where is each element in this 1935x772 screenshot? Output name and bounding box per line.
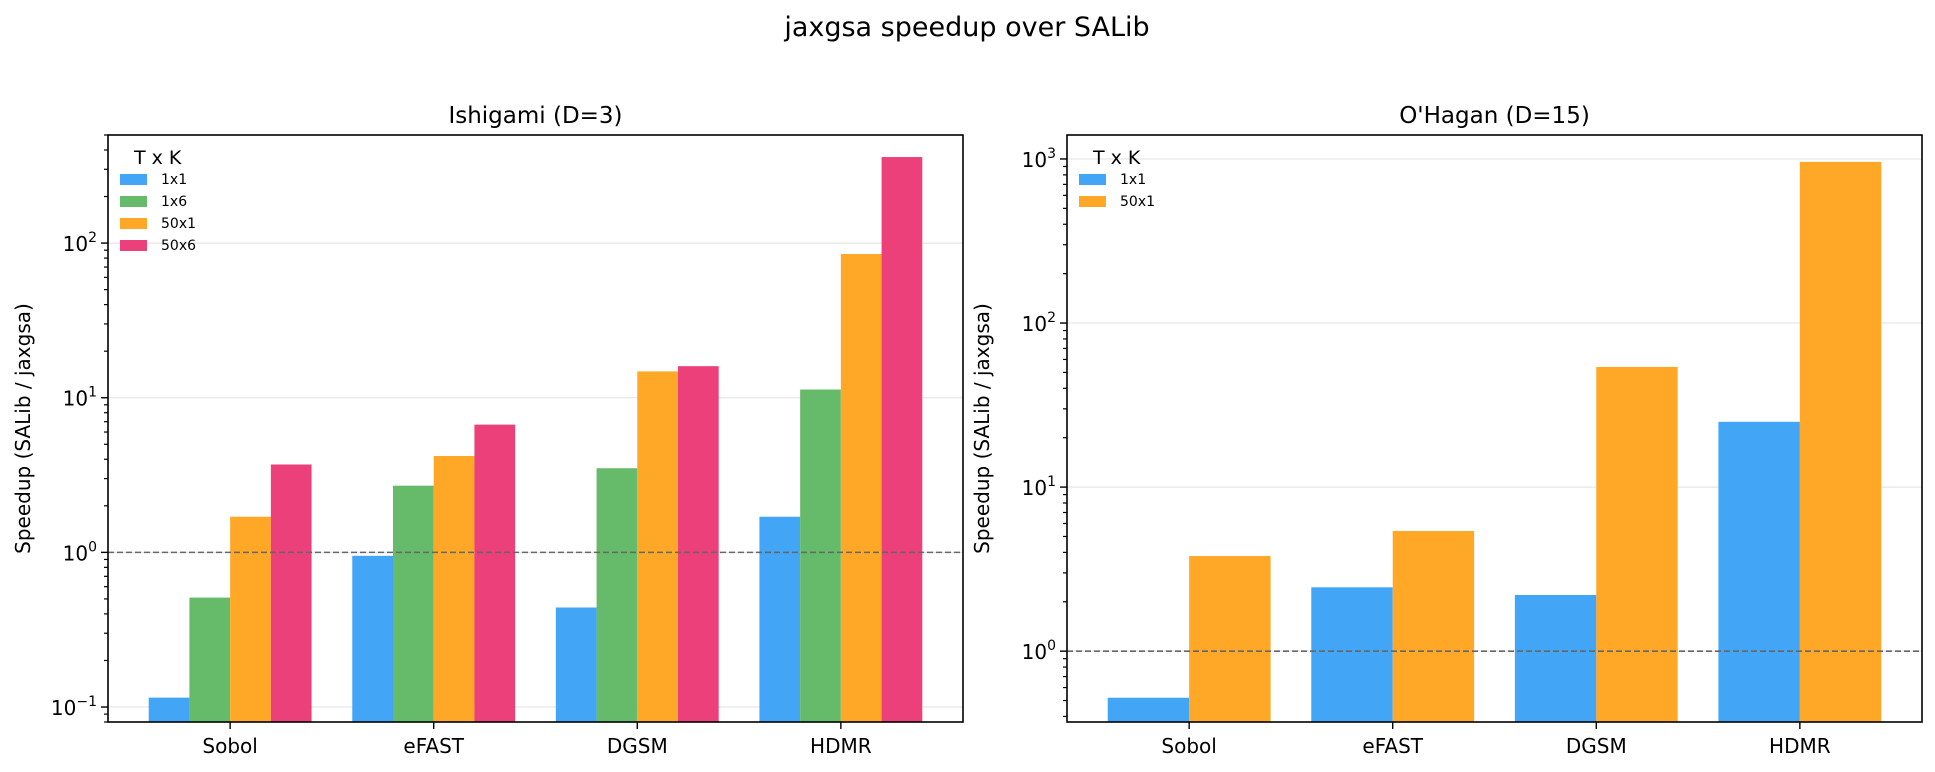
x-tick-label-hdmr: HDMR [1769,734,1831,758]
y-tick-label-base: 10 [63,232,88,256]
bar-dgsm-1x1 [555,607,597,722]
bar-efast-1x1 [1311,587,1393,722]
legend-label-50x1: 50x1 [1120,194,1155,210]
y-tick-label-exponent: 2 [1047,310,1056,326]
legend-swatch-1x6 [120,196,147,207]
y-tick-label-base: 10 [63,541,88,565]
y-tick-label-base: 10 [1022,640,1047,664]
legend-label-50x6: 50x6 [161,238,196,254]
y-axis-label: Speedup (SALib / jaxgsa) [11,303,35,554]
legend-swatch-50x6 [120,240,147,251]
legend-swatch-1x1 [120,174,147,185]
y-axis-label: Speedup (SALib / jaxgsa) [970,303,994,554]
y-tick-label-exponent: 1 [88,385,97,401]
y-tick-label: 101 [63,385,97,411]
bar-hdmr-1x1 [759,516,801,722]
bar-hdmr-50x1 [840,254,882,723]
y-tick-label-base: 10 [1022,476,1047,500]
legend: T x K 1x1 50x1 [1079,147,1155,210]
y-tick-label-base: 10 [1022,312,1047,336]
x-tick-label-sobol: Sobol [202,734,257,758]
bar-sobol-1x1 [1107,697,1190,722]
legend-label-1x1: 1x1 [161,172,187,188]
bar-dgsm-50x1 [637,371,678,722]
legend-swatch-50x1 [1079,196,1106,207]
bar-dgsm-50x1 [1596,366,1678,722]
y-tick-label-exponent: 1 [1047,474,1056,490]
x-tick-label-dgsm: DGSM [607,734,668,758]
bar-efast-50x1 [433,455,475,722]
panel-title: O'Hagan (D=15) [1399,103,1590,129]
bar-dgsm-1x1 [1514,594,1597,722]
bar-sobol-50x1 [230,516,271,722]
y-tick-label: 102 [1022,310,1056,336]
y-tick-label-exponent: 3 [1047,146,1056,162]
bar-sobol-50x6 [270,464,312,722]
legend-label-50x1: 50x1 [161,216,196,232]
x-tick-label-sobol: Sobol [1161,734,1216,758]
bar-efast-50x1 [1392,531,1475,722]
bar-hdmr-50x1 [1799,161,1882,723]
bar-hdmr-1x6 [800,389,841,722]
y-tick-label: 102 [63,230,97,256]
bar-efast-50x6 [474,424,516,722]
y-tick-label: 100 [1022,638,1056,664]
x-tick-label-hdmr: HDMR [810,734,872,758]
y-tick-label-base: 10 [63,387,88,411]
y-tick-label-base: 10 [51,696,76,720]
legend-swatch-50x1 [120,218,147,229]
plot-frame [1066,134,1923,723]
legend-title: T x K [133,147,182,169]
legend-swatch-1x1 [1079,174,1106,185]
legend-label-1x6: 1x6 [161,194,187,210]
bar-sobol-50x1 [1189,556,1271,722]
bar-dgsm-50x6 [678,366,719,722]
bar-hdmr-1x1 [1718,421,1800,722]
y-tick-label-exponent: 2 [88,230,97,246]
y-tick-label: 101 [1022,474,1056,500]
x-tick-label-efast: eFAST [403,734,464,758]
bar-dgsm-1x6 [596,468,638,722]
y-tick-label-exponent: 0 [88,539,97,555]
y-tick-label: 10−1 [51,694,97,720]
figure-title: jaxgsa speedup over SALib [783,12,1149,43]
y-tick-label-exponent: −1 [76,694,97,710]
x-tick-label-efast: eFAST [1362,734,1423,758]
panel-title: Ishigami (D=3) [448,103,622,129]
legend-title: T x K [1092,147,1141,169]
y-tick-label: 103 [1022,146,1056,172]
bar-sobol-1x1 [148,697,190,722]
legend: T x K 1x1 1x6 50x1 50x6 [120,147,196,254]
legend-label-1x1: 1x1 [1120,172,1146,188]
plot-frame [107,134,964,723]
y-tick-label-exponent: 0 [1047,638,1056,654]
x-tick-label-dgsm: DGSM [1566,734,1627,758]
y-tick-label-base: 10 [1022,148,1047,172]
bar-sobol-1x6 [189,597,231,722]
bar-efast-1x1 [352,555,393,722]
bar-efast-1x6 [393,485,434,722]
bar-hdmr-50x6 [881,157,923,722]
y-tick-label: 100 [63,539,97,565]
